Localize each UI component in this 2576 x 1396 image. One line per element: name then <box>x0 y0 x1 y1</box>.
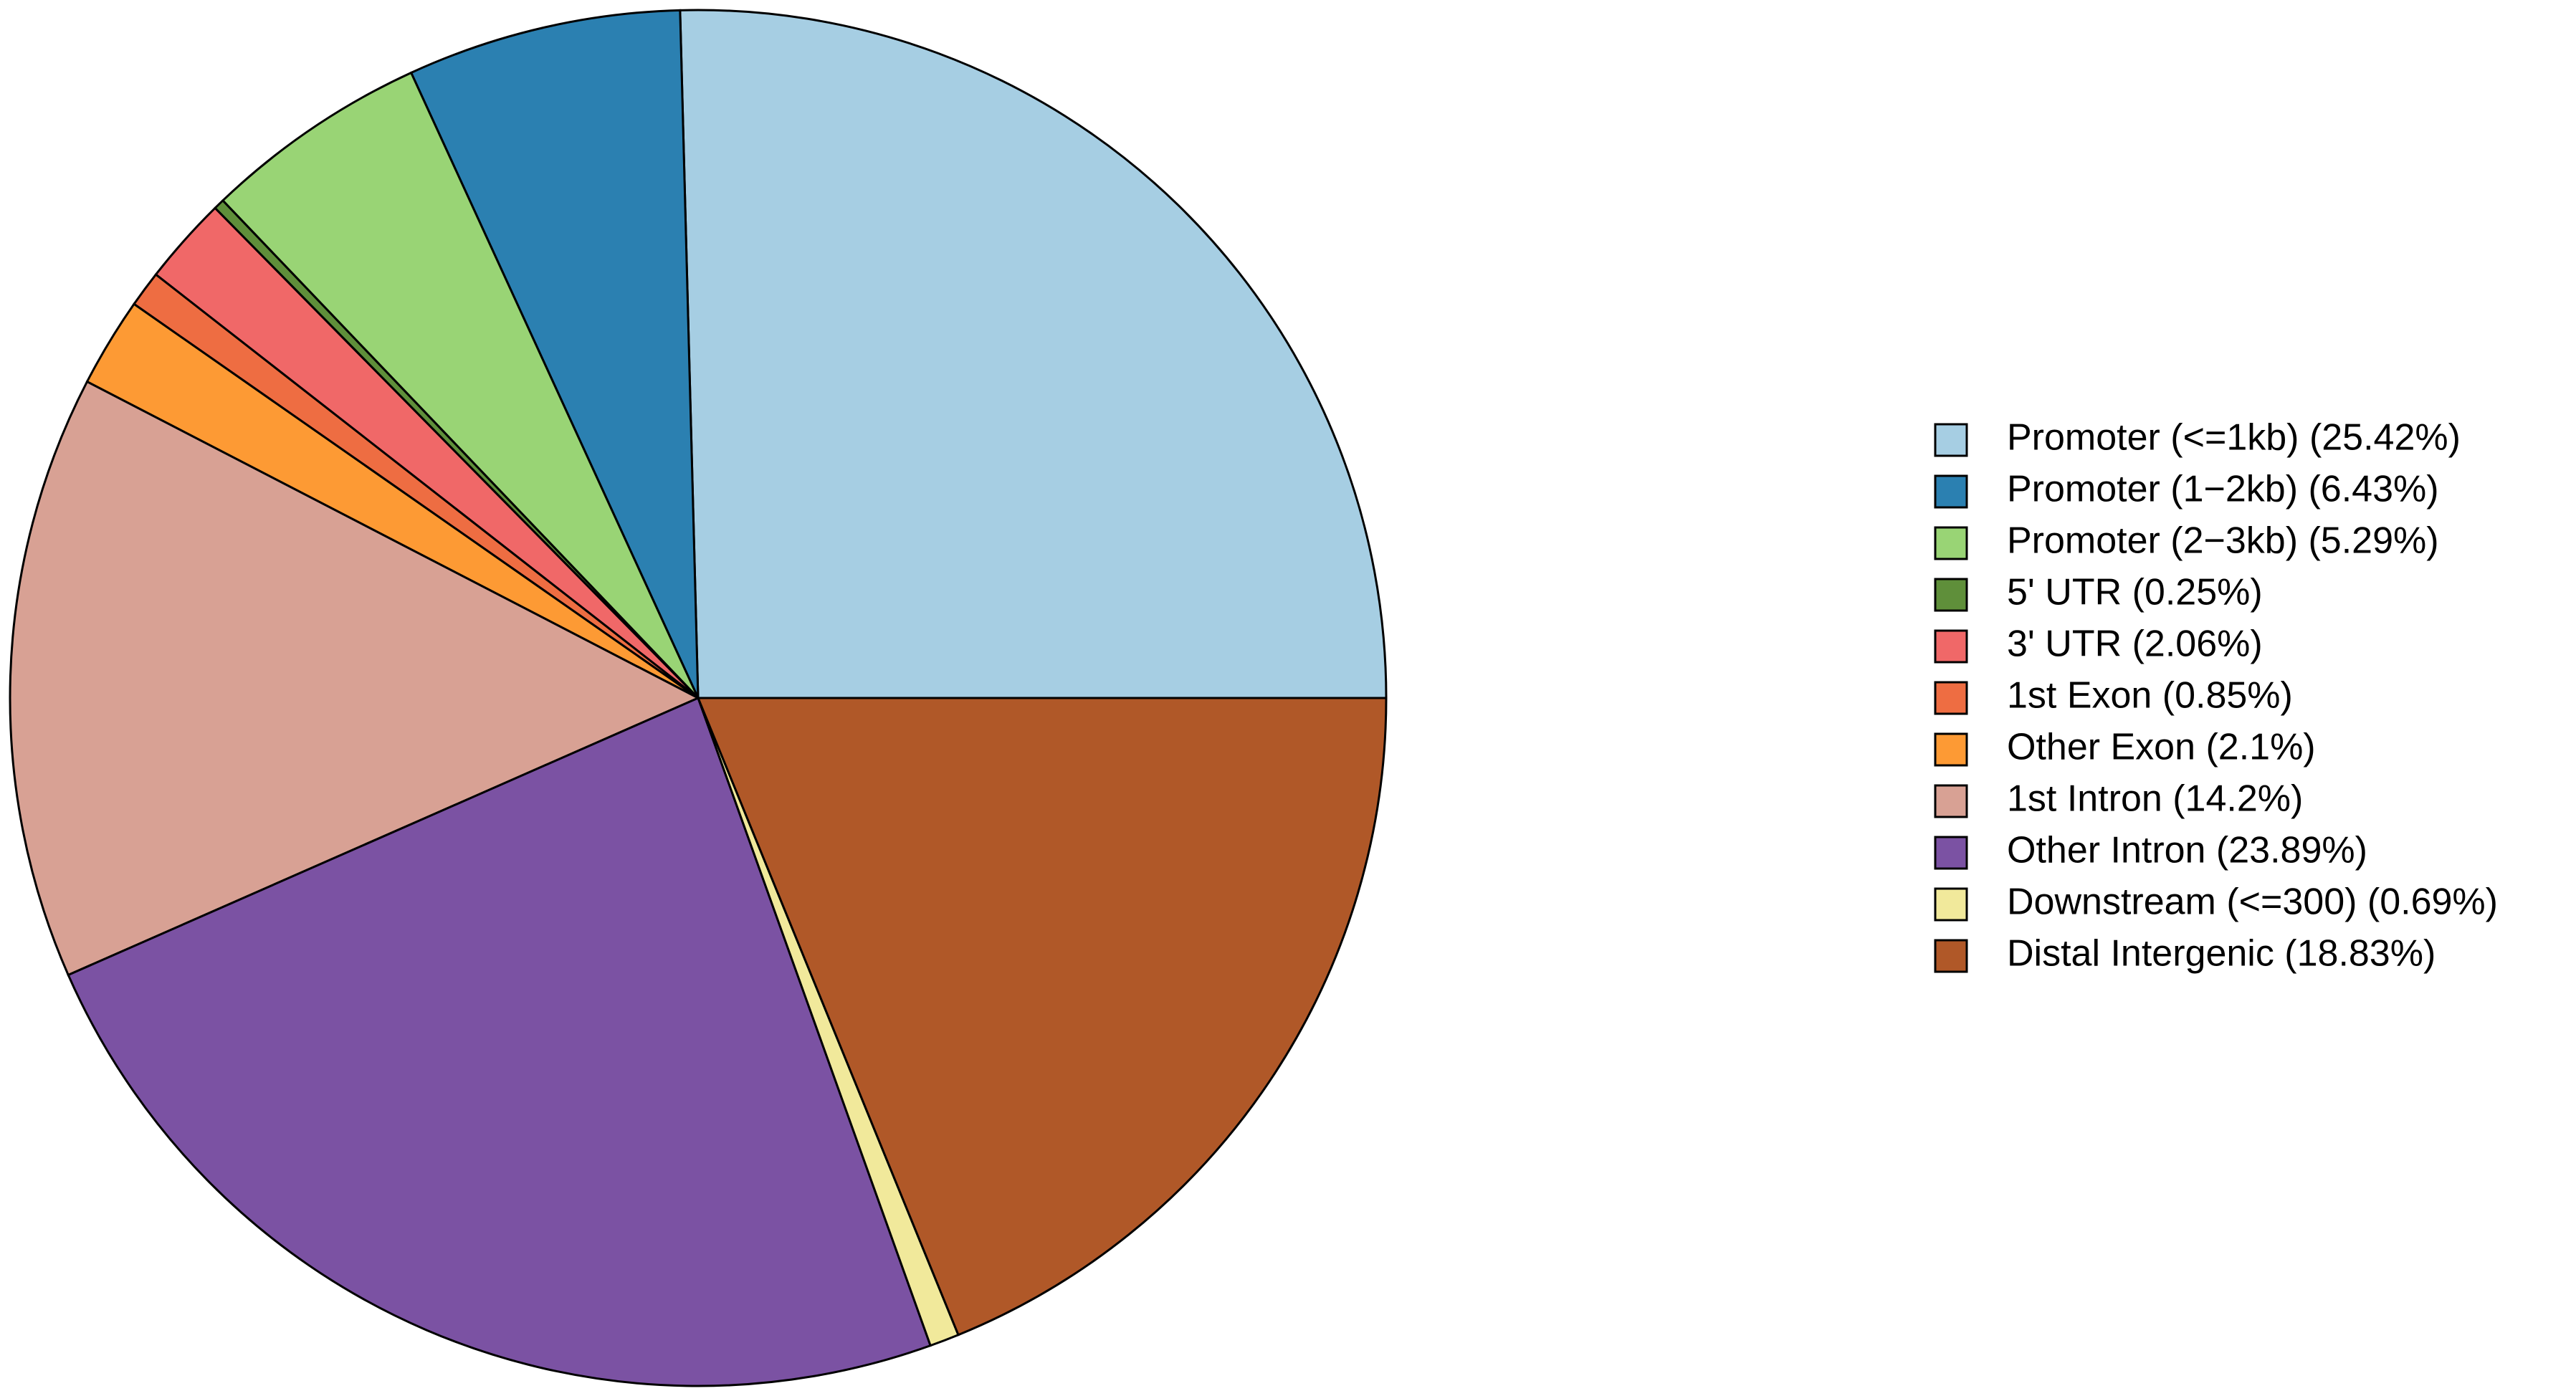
pie-slice <box>221 71 700 699</box>
pie-slice <box>67 696 932 1387</box>
legend-swatch <box>1934 578 1968 612</box>
legend-swatch <box>1934 474 1968 509</box>
legend-swatch <box>1934 423 1968 457</box>
legend-label: Promoter (2−3kb) (5.29%) <box>2007 520 2439 562</box>
legend-label: 3' UTR (2.06%) <box>2007 623 2263 665</box>
pie-slice <box>9 380 701 977</box>
legend-label: Other Intron (23.89%) <box>2007 830 2367 871</box>
legend-label: Downstream (<=300) (0.69%) <box>2007 881 2498 923</box>
pie-slice <box>409 9 700 699</box>
legend-label: Distal Intergenic (18.83%) <box>2007 933 2436 975</box>
legend-label: 5' UTR (0.25%) <box>2007 572 2263 613</box>
pie-slice <box>696 697 1388 1337</box>
legend-label: 1st Intron (14.2%) <box>2007 778 2303 820</box>
legend-swatch <box>1934 939 1968 973</box>
legend-swatch <box>1934 526 1968 560</box>
legend-swatch <box>1934 836 1968 870</box>
legend-swatch <box>1934 784 1968 818</box>
legend-label: Promoter (<=1kb) (25.42%) <box>2007 417 2461 459</box>
pie-slice <box>679 9 1388 699</box>
legend-swatch <box>1934 681 1968 715</box>
legend-swatch <box>1934 887 1968 922</box>
legend-swatch <box>1934 629 1968 664</box>
legend-label: Promoter (1−2kb) (6.43%) <box>2007 469 2439 510</box>
legend-label: 1st Exon (0.85%) <box>2007 675 2293 717</box>
legend-label: Other Exon (2.1%) <box>2007 727 2316 768</box>
legend-swatch <box>1934 732 1968 767</box>
